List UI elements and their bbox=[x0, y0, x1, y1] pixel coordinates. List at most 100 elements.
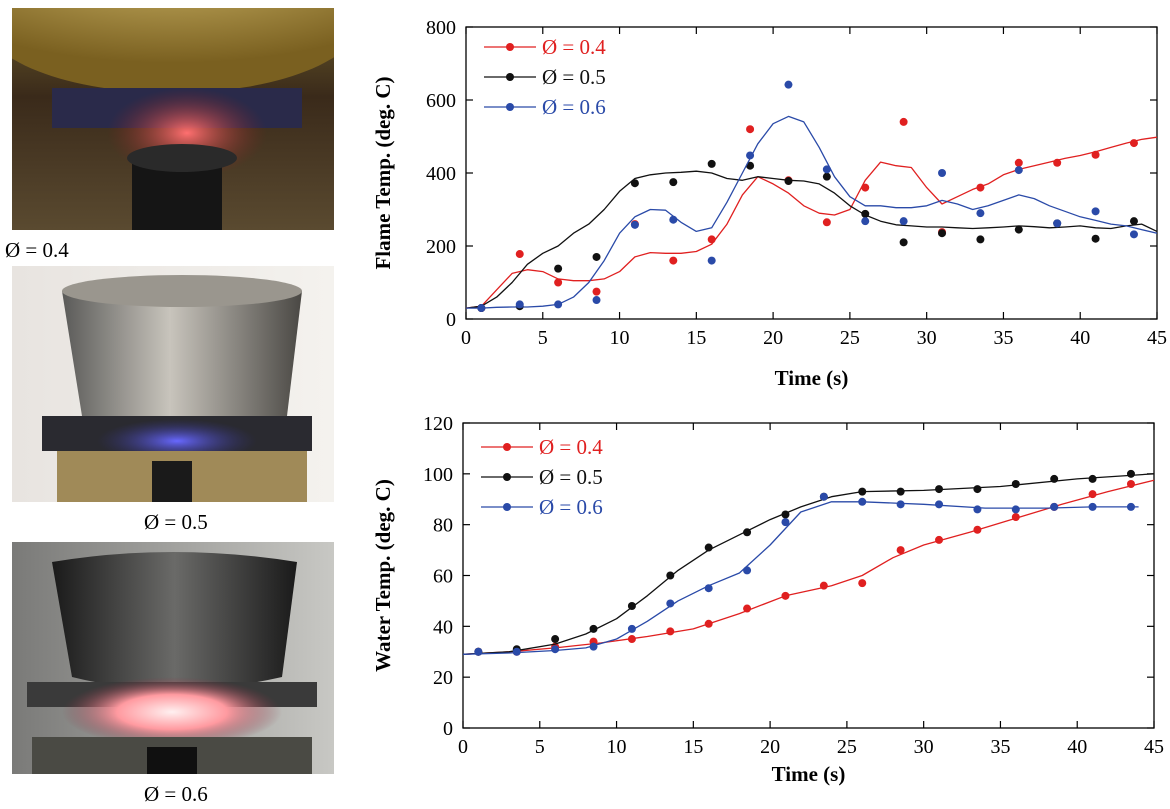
data-point bbox=[899, 217, 908, 226]
photo-caption-2: Ø = 0.5 bbox=[144, 510, 208, 534]
series-fit-line bbox=[465, 136, 1158, 309]
data-point bbox=[973, 525, 982, 534]
data-point bbox=[1129, 230, 1138, 239]
data-point bbox=[1126, 480, 1135, 488]
data-point bbox=[822, 172, 831, 181]
legend-label: Ø = 0.6 bbox=[539, 495, 603, 519]
x-axis-label: Time (s) bbox=[775, 366, 849, 390]
flame-photo-2 bbox=[12, 266, 334, 502]
data-point bbox=[781, 510, 790, 519]
data-point bbox=[784, 80, 793, 89]
photo-caption-1: Ø = 0.4 bbox=[5, 238, 69, 262]
x-tick-label: 40 bbox=[1070, 327, 1090, 349]
data-point bbox=[858, 579, 867, 588]
data-point bbox=[1091, 234, 1100, 243]
x-tick-label: 0 bbox=[458, 736, 468, 758]
data-point bbox=[861, 217, 870, 226]
data-point bbox=[746, 161, 755, 170]
data-point bbox=[1014, 158, 1023, 167]
flame-photo-1 bbox=[12, 8, 334, 230]
data-point bbox=[938, 169, 947, 177]
legend-label: Ø = 0.4 bbox=[539, 435, 603, 459]
data-point bbox=[935, 500, 944, 509]
data-point bbox=[666, 571, 675, 580]
data-point bbox=[819, 492, 828, 501]
data-point bbox=[1050, 474, 1059, 483]
legend-label: Ø = 0.5 bbox=[542, 65, 606, 89]
data-point bbox=[592, 296, 601, 305]
data-point bbox=[1129, 217, 1138, 226]
data-point bbox=[973, 505, 982, 514]
x-tick-label: 10 bbox=[607, 736, 627, 758]
data-point bbox=[896, 500, 905, 509]
legend-marker bbox=[503, 473, 511, 481]
y-tick-label: 0 bbox=[446, 309, 456, 331]
data-point bbox=[743, 566, 752, 575]
y-tick-label: 40 bbox=[433, 616, 453, 638]
data-point bbox=[746, 125, 755, 134]
data-point bbox=[627, 624, 636, 633]
legend-marker bbox=[506, 103, 514, 111]
y-tick-label: 600 bbox=[426, 90, 456, 112]
data-point bbox=[474, 647, 483, 656]
data-point bbox=[477, 304, 486, 313]
data-point bbox=[1088, 490, 1097, 499]
data-point bbox=[1091, 150, 1100, 159]
series-fit-line bbox=[466, 115, 1158, 309]
data-point bbox=[707, 256, 716, 265]
legend-marker bbox=[503, 443, 511, 451]
legend-label: Ø = 0.6 bbox=[542, 95, 606, 119]
data-point bbox=[704, 543, 713, 552]
y-tick-label: 0 bbox=[443, 718, 453, 740]
data-point bbox=[1014, 225, 1023, 234]
chart-2: 0 5 10 15 20 25 30 35 40 45 0 20 40 60 80 100 120 Time (s… bbox=[371, 413, 1164, 786]
data-point bbox=[666, 599, 675, 608]
data-point bbox=[589, 642, 598, 651]
data-point bbox=[858, 487, 867, 496]
data-point bbox=[899, 238, 908, 247]
y-tick-label: 200 bbox=[426, 236, 456, 258]
y-tick-label: 60 bbox=[433, 566, 453, 588]
data-point bbox=[822, 165, 831, 174]
y-tick-label: 800 bbox=[426, 17, 456, 39]
y-axis-label: Water Temp. (deg. C) bbox=[371, 479, 395, 672]
data-point bbox=[1091, 207, 1100, 216]
data-point bbox=[1014, 166, 1023, 175]
data-point bbox=[896, 487, 905, 496]
data-point bbox=[669, 178, 678, 187]
data-point bbox=[592, 287, 601, 296]
data-point bbox=[589, 624, 598, 633]
x-tick-label: 40 bbox=[1067, 736, 1087, 758]
data-point bbox=[1050, 502, 1059, 511]
data-point bbox=[976, 209, 985, 218]
x-tick-label: 5 bbox=[538, 327, 548, 349]
x-tick-label: 30 bbox=[914, 736, 934, 758]
x-tick-label: 30 bbox=[917, 327, 937, 349]
x-tick-label: 25 bbox=[837, 736, 857, 758]
legend-marker bbox=[503, 503, 511, 511]
data-point bbox=[669, 215, 678, 224]
data-point bbox=[1126, 502, 1135, 511]
series-fit-line bbox=[462, 501, 1139, 655]
data-point bbox=[1011, 480, 1020, 488]
x-tick-label: 20 bbox=[760, 736, 780, 758]
data-point bbox=[666, 627, 675, 636]
data-point bbox=[746, 151, 755, 160]
legend-marker bbox=[506, 73, 514, 81]
x-tick-label: 20 bbox=[763, 327, 783, 349]
data-point bbox=[1011, 513, 1020, 522]
legend-entry-3: Ø = 0.6 bbox=[481, 495, 603, 519]
data-point bbox=[592, 252, 601, 261]
y-tick-label: 120 bbox=[423, 413, 453, 435]
data-point bbox=[630, 220, 639, 229]
data-point bbox=[704, 619, 713, 628]
data-point bbox=[551, 645, 560, 654]
data-point bbox=[976, 235, 985, 244]
y-tick-label: 400 bbox=[426, 163, 456, 185]
data-point bbox=[1088, 474, 1097, 483]
data-point bbox=[1053, 219, 1062, 228]
legend-marker bbox=[506, 43, 514, 51]
data-point bbox=[858, 497, 867, 506]
data-point bbox=[515, 250, 524, 259]
